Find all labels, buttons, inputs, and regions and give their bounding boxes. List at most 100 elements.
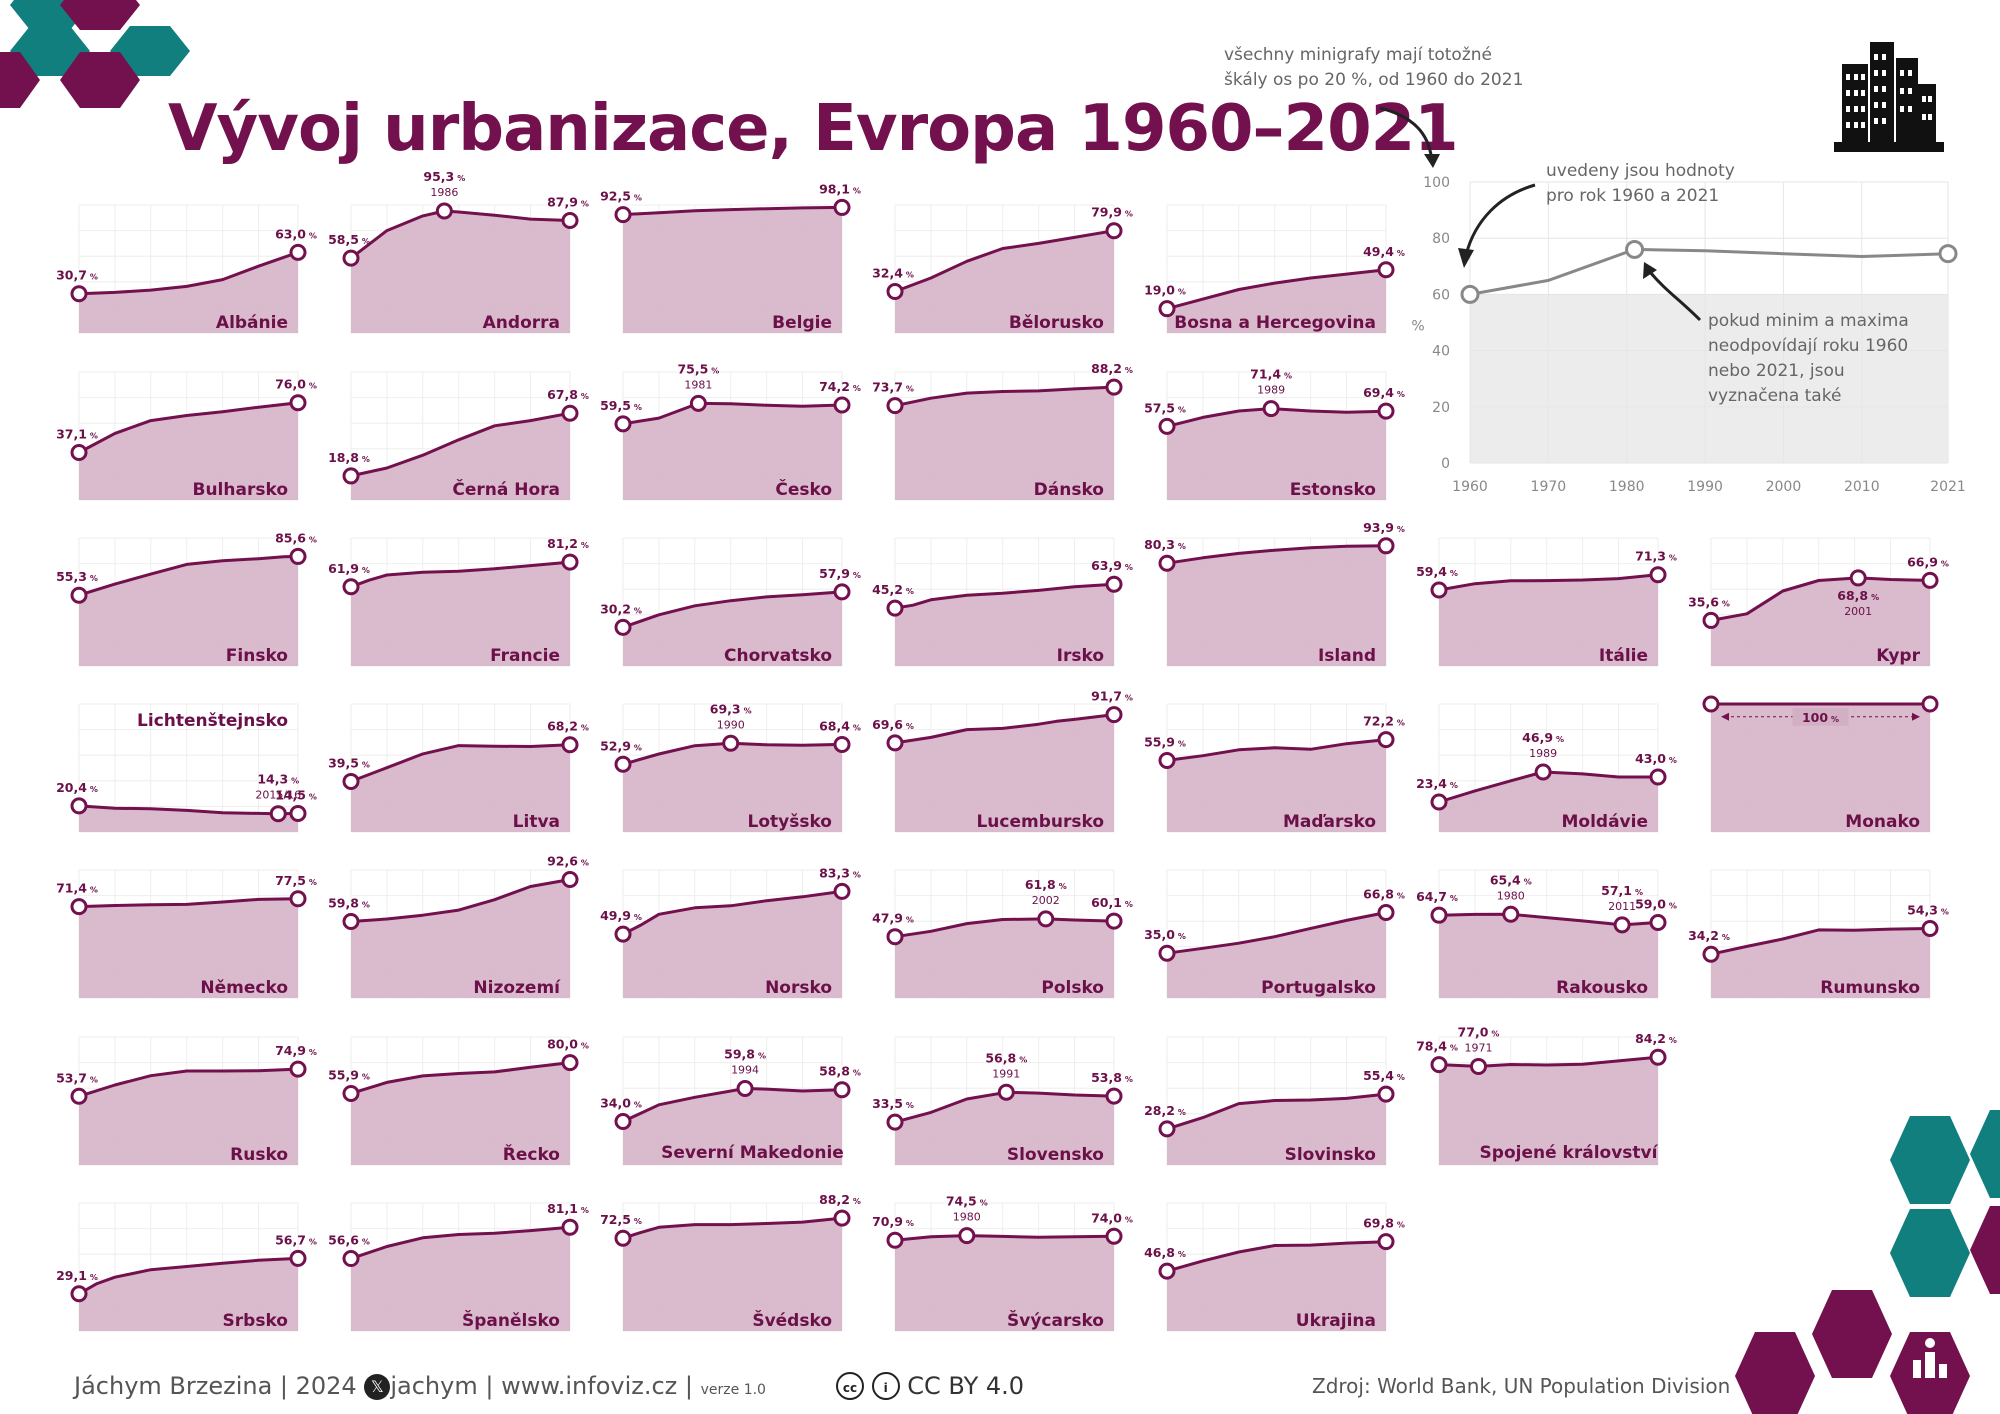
start-point [886,397,904,415]
area-Belgie [623,207,842,333]
start-value-label: 59,4% [1416,564,1458,579]
end-point [1377,261,1395,279]
country-label: Kypr [1876,646,1920,666]
end-point [1105,912,1123,930]
start-point [886,599,904,617]
area-Itálie [1439,574,1658,666]
extreme-value-label: 65,4% [1490,872,1532,887]
end-point [1105,706,1123,724]
start-value-label: 28,2% [1144,1103,1186,1118]
end-value-label: 80,0% [547,1037,589,1052]
extreme-point [1849,569,1867,587]
x-handle-link[interactable]: jachym [390,1372,478,1400]
end-point [1105,1087,1123,1105]
legend-x-tick: 1960 [1452,479,1488,495]
chart-13: 30,2 % 57,9 % Chorvatsko [600,537,861,667]
legend-y-tick: 0 [1441,456,1450,472]
country-label: Německo [200,978,288,998]
end-value-label: 58,8% [819,1064,861,1079]
chart-14: 45,2 % 63,9 % Irsko [872,537,1133,667]
extreme-year-label: 1989 [1257,384,1285,397]
end-point [1649,913,1667,931]
extreme-year-label: 1991 [992,1067,1020,1080]
country-label: Belgie [772,313,832,333]
area-Island [1167,545,1386,666]
area-Monako [1711,704,1930,832]
end-value-label: 53,8% [1091,1070,1133,1085]
legend-note-minmax: pokud minim a maxima neodpovídají roku 19… [1708,311,1909,406]
series-line-Kypr [1710,576,1931,622]
area-Slovensko [895,1092,1114,1165]
chart-23: 23,4 % 43,0 % 46,9 % 1989 Moldávie [1416,703,1677,833]
start-point [342,578,360,596]
end-value-label: 93,9% [1363,520,1405,535]
area-Řecko [351,1062,570,1165]
area-Dánsko [895,387,1114,500]
series-line-Slovinsko [1166,1092,1387,1131]
country-label: Česko [775,478,832,500]
end-value-label: 83,3% [819,865,861,880]
start-point [614,1229,632,1247]
website-link[interactable]: www.infoviz.cz [501,1372,678,1400]
end-point [561,870,579,888]
series-line-Černá Hora [350,411,571,478]
version-text: verze 1.0 [700,1382,766,1398]
start-point [342,1084,360,1102]
area-Irsko [895,584,1114,666]
country-label: Rumunsko [1820,978,1920,998]
area-Spojené království [1439,1057,1658,1165]
start-point [1158,1262,1176,1280]
legend-x-tick: 2000 [1766,479,1802,495]
chart-5: 19,0 % 49,4 % Bosna a Hercegovina [1144,204,1405,334]
start-point [886,1113,904,1131]
country-label: Spojené království [1480,1143,1659,1163]
legend-x-tick: 2021 [1930,479,1966,495]
end-point [289,243,307,261]
extreme-year-label: 2001 [1844,605,1872,618]
start-value-label: 35,6% [1688,594,1730,609]
end-value-label: 66,8% [1363,886,1405,901]
end-point [561,404,579,422]
legend-note-scales: všechny minigrafy mají totožné škály os p… [1224,45,1523,90]
chart-1: 30,7 % 63,0 % Albánie [56,204,317,334]
country-label: Lotyšsko [748,812,833,832]
chart-9: 73,7 % 88,2 % Dánsko [872,361,1133,501]
chart-7: 18,8 % 67,8 % Černá Hora [328,371,589,501]
series-line-Srbsko [78,1256,299,1296]
extreme-point [722,734,740,752]
area-Bělorusko [895,230,1114,333]
series-line-Portugalsko [1166,911,1387,955]
country-label: Finsko [226,646,288,666]
legend-y-tick: 100 [1423,175,1450,191]
start-point [1702,695,1720,713]
end-point [1377,731,1395,749]
start-point [1430,1056,1448,1074]
end-point [833,1209,851,1227]
chart-4: 32,4 % 79,9 % Bělorusko [872,204,1133,334]
chart-2: 58,5 % 87,9 % 95,3 % 1986 Andorra [328,169,589,334]
end-value-label: 81,2% [547,536,589,551]
hexagon-decoration-top-left [0,0,190,108]
end-point [1105,378,1123,396]
hexagon-decoration-bottom-right [1735,1110,2000,1414]
start-value-label: 55,3% [56,569,98,584]
extreme-year-label: 1971 [1464,1041,1492,1054]
series-line-Nizozemí [350,878,571,923]
legend-x-tick: 2010 [1844,479,1880,495]
area-Černá Hora [351,413,570,500]
extreme-value-label: 56,8% [985,1050,1027,1065]
arrow-head-icon [1424,154,1440,168]
series-line-Irsko [894,582,1115,610]
extreme-year-label: 1986 [430,186,458,199]
end-value-label: 54,3% [1907,902,1949,917]
extreme-point [1534,763,1552,781]
series-line-Lucembursko [894,713,1115,745]
extreme-point [736,1079,754,1097]
chart-22: 55,9 % 72,2 % Maďarsko [1144,703,1405,833]
start-point [614,206,632,224]
chart-42: 46,8 % 69,8 % Ukrajina [1144,1202,1405,1332]
chart-8: 59,5 % 74,2 % 75,5 % 1981 Česko [600,361,861,501]
arrow-right-icon [1912,712,1920,721]
